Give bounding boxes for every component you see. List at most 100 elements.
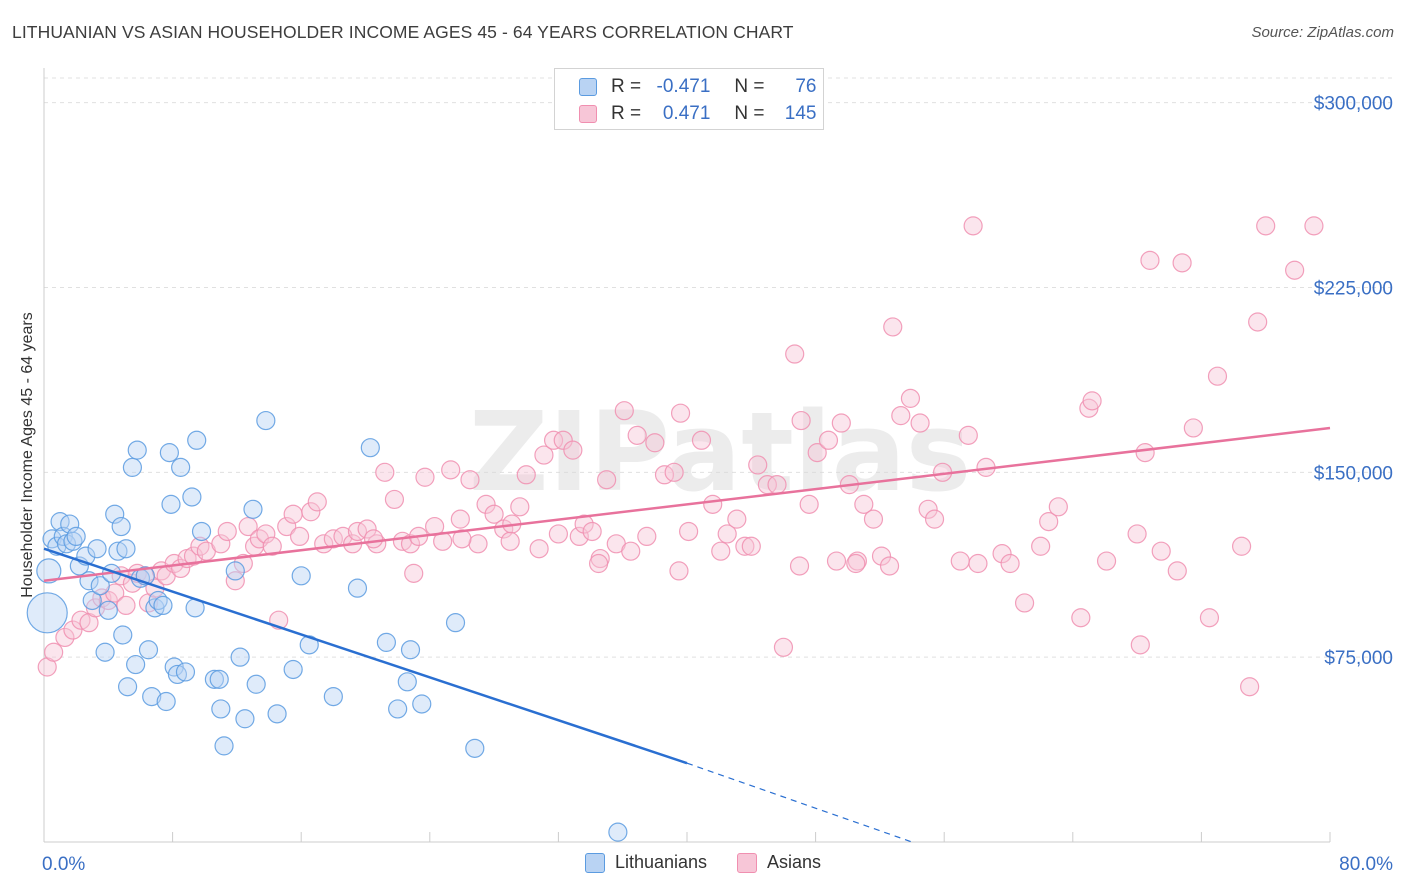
lithuanian-point (465, 738, 485, 758)
legend-r-label: R = (611, 76, 642, 97)
legend-r-value: -0.471 (656, 76, 711, 97)
asian-point (183, 546, 204, 566)
asian-point (233, 553, 253, 574)
lithuanian-point (105, 504, 125, 524)
asian-point (375, 462, 395, 482)
asian-point (963, 216, 983, 236)
tick-labels: $75,000 $150,000 $225,000 $300,000 0.0% 80.0% (42, 94, 1393, 875)
asian-point (574, 514, 594, 534)
lithuanian-point (323, 686, 343, 707)
asian-point (703, 494, 723, 514)
asian-point (773, 637, 794, 657)
asian-point (468, 534, 488, 554)
asian-point (1014, 593, 1035, 613)
asian-point (534, 445, 554, 465)
asian-point (717, 524, 737, 544)
asian-point (711, 541, 731, 561)
asian-point (217, 521, 237, 542)
asian-point (1071, 608, 1091, 628)
legend-row-lithuanians: R = -0.471 N = 76 (579, 75, 817, 99)
asian-point (789, 556, 810, 576)
lithuanian-point (360, 438, 380, 458)
lithuanian-point (138, 640, 159, 660)
asian-point (664, 462, 684, 482)
y-axis-label: Householder Income Ages 45 - 64 years (19, 312, 36, 598)
chart-title: LITHUANIAN VS ASIAN HOUSEHOLDER INCOME A… (12, 22, 794, 42)
asian-point (1031, 536, 1051, 556)
lithuanian-point (225, 561, 245, 581)
asian-point (900, 388, 921, 408)
asian-point (785, 344, 805, 364)
lithuanian-point (187, 430, 207, 450)
asian-point (727, 509, 747, 529)
asian-point (582, 521, 602, 542)
asian-point (476, 494, 496, 514)
lithuanian-point (175, 662, 196, 682)
asian-point (553, 430, 573, 450)
asian-point (791, 410, 811, 431)
legend-n-label: N = (734, 76, 765, 97)
lithuanian-point (171, 457, 191, 477)
lithuanian-point (299, 635, 319, 655)
asian-point (1207, 366, 1228, 386)
asian-point (679, 521, 699, 542)
asian-point (826, 551, 847, 571)
asian-point (831, 413, 851, 433)
lithuanian-point (235, 709, 255, 729)
asian-point (44, 642, 64, 662)
asian-point (621, 541, 641, 561)
lithuanian-point (243, 499, 263, 519)
asian-point (669, 561, 689, 581)
legend-n-value: 145 (784, 103, 817, 124)
legend-r-label: R = (611, 103, 642, 124)
asian-point (404, 563, 424, 583)
lithuanian-point (388, 699, 408, 719)
asian-point (1127, 524, 1147, 544)
asian-point (854, 494, 874, 514)
asian-point (950, 551, 970, 571)
lithuanian-point (347, 578, 368, 598)
asian-point (98, 590, 118, 611)
lithuanian-point (116, 539, 136, 559)
asian-point (1183, 418, 1203, 438)
asian-point (1048, 497, 1068, 517)
x-tick-label-max: 80.0% (1339, 854, 1393, 875)
legend-r-value: 0.471 (662, 103, 711, 124)
asian-point (910, 413, 930, 433)
asian-point (1082, 391, 1102, 411)
asian-point (529, 539, 549, 559)
asian-point (992, 544, 1012, 564)
lithuanian-point (36, 558, 62, 584)
trend-lines (43, 426, 1331, 843)
asian-point (63, 620, 83, 640)
asian-point (968, 553, 988, 574)
lithuanian-point (445, 613, 466, 633)
asian-point (588, 553, 609, 574)
asian-point (71, 610, 91, 630)
asian-point (1135, 443, 1155, 463)
y-tick-label: $225,000 (1314, 278, 1393, 299)
asian-point (363, 529, 384, 549)
asian-point (441, 460, 461, 480)
asian-point (1151, 541, 1171, 561)
series-legend: Lithuanians Asians (0, 852, 1406, 873)
lithuanian-point (153, 595, 173, 616)
asian-point (741, 536, 761, 556)
asian-point (1167, 561, 1187, 581)
asian-point (516, 465, 536, 485)
lithuanian-points (26, 410, 628, 842)
source-label: Source: ZipAtlas.com (1251, 24, 1394, 41)
asian-point (450, 509, 470, 529)
lithuanian-point (230, 647, 250, 667)
lithuanian-trend-line (43, 547, 688, 765)
lithuanian-point (209, 669, 229, 689)
lithuanian-point (204, 669, 224, 689)
correlation-legend: R = -0.471 N = 76 R = 0.471 N = 145 (554, 68, 824, 130)
asian-point (1130, 635, 1150, 655)
asian-point (563, 440, 583, 460)
asian-point (807, 443, 827, 463)
lithuanian-point (117, 677, 138, 697)
asian-point (384, 489, 405, 510)
asian-point (211, 534, 231, 554)
asian-point (289, 526, 310, 547)
